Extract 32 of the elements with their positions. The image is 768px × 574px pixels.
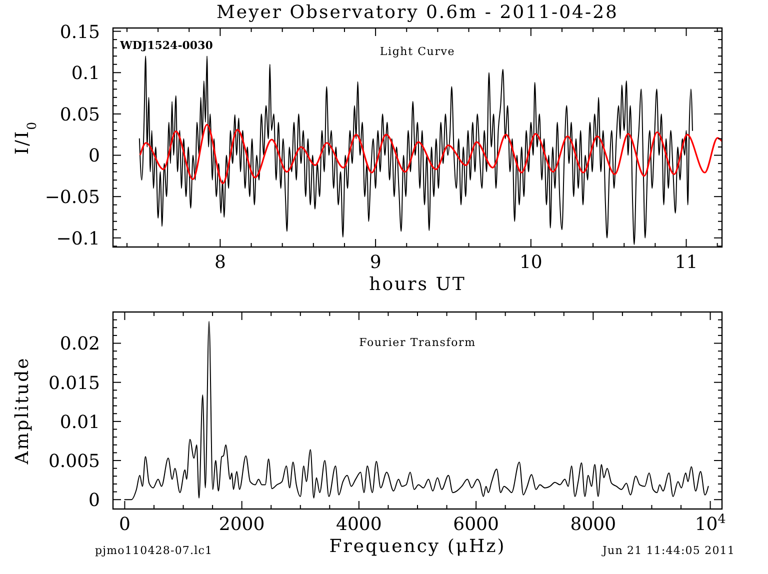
y-tick-label: 0.015 (48, 372, 100, 394)
x-axis-title: hours UT (369, 274, 466, 295)
x-axis-title: Frequency (μHz) (329, 536, 506, 557)
y-tick-label: −0.05 (44, 187, 100, 208)
y-axis-title: Amplitude (12, 356, 33, 466)
y-tick-label: −0.1 (56, 228, 100, 250)
x-tick-label: 10$^{4}$ (694, 510, 726, 535)
x-tick-label: 6000 (453, 514, 499, 535)
y-tick-label: 0 (88, 490, 100, 512)
y-tick-label: 0.01 (60, 412, 100, 433)
x-tick-label: 0 (118, 514, 130, 535)
text: Jun 21 11:44:05 2011 (602, 544, 735, 557)
x-tick-label: 2000 (218, 514, 265, 535)
y-tick-label: 0.005 (48, 451, 100, 472)
x-tick-label: 4000 (336, 514, 382, 535)
x-tick-label: 10 (519, 252, 542, 273)
x-tick-label: 8 (214, 252, 226, 273)
line-series (138, 56, 693, 246)
y-tick-label: 0 (88, 146, 100, 167)
text: pjmo110428-07.lc1 (95, 544, 213, 557)
chart-title: Meyer Observatory 0.6m - 2011-04-28 (216, 2, 618, 23)
annotation: Fourier Transform (359, 336, 476, 349)
y-tick-label: 0.1 (71, 63, 100, 84)
annotation: WDJ1524-0030 (119, 39, 214, 52)
y-tick-label: 0.05 (60, 104, 100, 126)
line-series (140, 124, 722, 184)
annotation: Light Curve (380, 45, 456, 58)
y-tick-label: 0.02 (60, 334, 100, 355)
x-tick-label: 8000 (570, 514, 616, 535)
y-tick-label: 0.15 (60, 22, 100, 43)
x-tick-label: 9 (370, 252, 382, 273)
x-tick-label: 11 (674, 252, 698, 273)
